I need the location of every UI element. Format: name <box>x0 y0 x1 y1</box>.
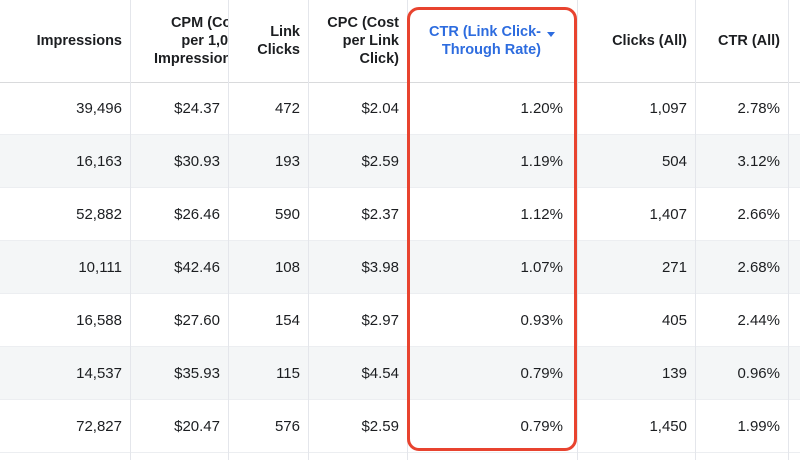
cell-clicks-all: 1,450 <box>649 418 687 435</box>
cell-cpc: $2.04 <box>361 100 399 117</box>
column-header-label: Link Clicks <box>257 24 300 58</box>
cell-impressions: 39,496 <box>76 100 122 117</box>
column-divider <box>130 0 131 460</box>
cell-ctr-link: 0.93% <box>520 312 563 329</box>
cell-ctr-link: 0.79% <box>520 418 563 435</box>
column-header-label: CPM (Cost per 1,000 Impressions) <box>154 15 228 67</box>
cell-link-clicks: 115 <box>276 365 300 382</box>
column-divider <box>308 0 309 460</box>
column-divider <box>407 0 408 460</box>
cell-ctr-all: 2.44% <box>737 312 780 329</box>
cell-cpc: $2.37 <box>361 206 399 223</box>
cell-ctr-all: 3.12% <box>737 153 780 170</box>
table-row[interactable]: 16,588 $27.60 154 $2.97 0.93% 405 2.44% <box>0 294 800 347</box>
cell-cpm: $35.93 <box>174 365 220 382</box>
column-header-cpc[interactable]: CPC (Cost per Link Click) <box>308 0 407 82</box>
column-header-link-clicks[interactable]: Link Clicks <box>228 0 308 82</box>
cell-link-clicks: 108 <box>274 259 300 276</box>
table-row[interactable]: 52,882 $26.46 590 $2.37 1.12% 1,407 2.66% <box>0 188 800 241</box>
cell-ctr-all: 1.99% <box>737 418 780 435</box>
table-row[interactable]: 16,163 $30.93 193 $2.59 1.19% 504 3.12% <box>0 135 800 188</box>
cell-ctr-link: 1.20% <box>520 100 563 117</box>
column-header-label: Clicks (All) <box>612 33 687 49</box>
cell-cpc: $4.54 <box>361 365 399 382</box>
cell-clicks-all: 405 <box>661 312 687 329</box>
cell-impressions: 16,163 <box>76 153 122 170</box>
cell-impressions: 16,588 <box>76 312 122 329</box>
cell-cpc: $3.98 <box>361 259 399 276</box>
cell-ctr-link: 1.07% <box>520 259 563 276</box>
cell-ctr-link: 0.79% <box>520 365 563 382</box>
column-header-impressions[interactable]: Impressions <box>0 0 130 82</box>
cell-clicks-all: 271 <box>661 259 687 276</box>
cell-link-clicks: 472 <box>274 100 300 117</box>
table-row[interactable]: 72,827 $20.47 576 $2.59 0.79% 1,450 1.99% <box>0 400 800 453</box>
cell-cpm: $42.46 <box>174 259 220 276</box>
cell-cpc: $2.59 <box>361 153 399 170</box>
column-header-ctr-link[interactable]: CTR (Link Click- Through Rate) <box>407 0 577 82</box>
sort-descending-icon <box>546 31 555 37</box>
cell-cpm: $20.47 <box>174 418 220 435</box>
cell-impressions: 14,537 <box>76 365 122 382</box>
cell-ctr-link: 1.19% <box>520 153 563 170</box>
cell-ctr-link: 1.12% <box>520 206 563 223</box>
cell-impressions: 72,827 <box>76 418 122 435</box>
cell-ctr-all: 0.96% <box>737 365 780 382</box>
cell-clicks-all: 504 <box>661 153 687 170</box>
cell-cpm: $26.46 <box>174 206 220 223</box>
table-row[interactable]: 39,496 $24.37 472 $2.04 1.20% 1,097 2.78% <box>0 82 800 135</box>
cell-cpm: $27.60 <box>174 312 220 329</box>
table-row[interactable]: 10,111 $42.46 108 $3.98 1.07% 271 2.68% <box>0 241 800 294</box>
table-header: Impressions CPM (Cost per 1,000 Impressi… <box>0 0 800 83</box>
cell-ctr-all: 2.66% <box>737 206 780 223</box>
column-divider <box>228 0 229 460</box>
column-header-label: CTR (All) <box>717 33 780 49</box>
column-header-cpm[interactable]: CPM (Cost per 1,000 Impressions) <box>130 0 228 82</box>
cell-clicks-all: 1,407 <box>649 206 687 223</box>
cell-cpm: $30.93 <box>174 153 220 170</box>
cell-cpc: $2.59 <box>361 418 399 435</box>
cell-link-clicks: 154 <box>274 312 300 329</box>
cell-impressions: 52,882 <box>76 206 122 223</box>
column-header-label: CTR (Link Click- Through Rate) <box>429 24 541 58</box>
column-header-ctr-all[interactable]: CTR (All) <box>695 0 788 82</box>
cell-clicks-all: 139 <box>661 365 687 382</box>
column-header-label: CPC (Cost per Link Click) <box>327 15 399 67</box>
cell-ctr-all: 2.68% <box>737 259 780 276</box>
column-divider <box>577 0 578 460</box>
cell-cpc: $2.97 <box>361 312 399 329</box>
cell-cpm: $24.37 <box>174 100 220 117</box>
column-header-label: Impressions <box>36 33 122 49</box>
cell-link-clicks: 193 <box>274 153 300 170</box>
column-divider <box>695 0 696 460</box>
cell-clicks-all: 1,097 <box>649 100 687 117</box>
cell-link-clicks: 576 <box>274 418 300 435</box>
column-header-clicks-all[interactable]: Clicks (All) <box>577 0 695 82</box>
cell-link-clicks: 590 <box>274 206 300 223</box>
cell-impressions: 10,111 <box>78 259 122 276</box>
table-row[interactable]: 14,537 $35.93 115 $4.54 0.79% 139 0.96% <box>0 347 800 400</box>
column-divider <box>788 0 789 460</box>
cell-ctr-all: 2.78% <box>737 100 780 117</box>
